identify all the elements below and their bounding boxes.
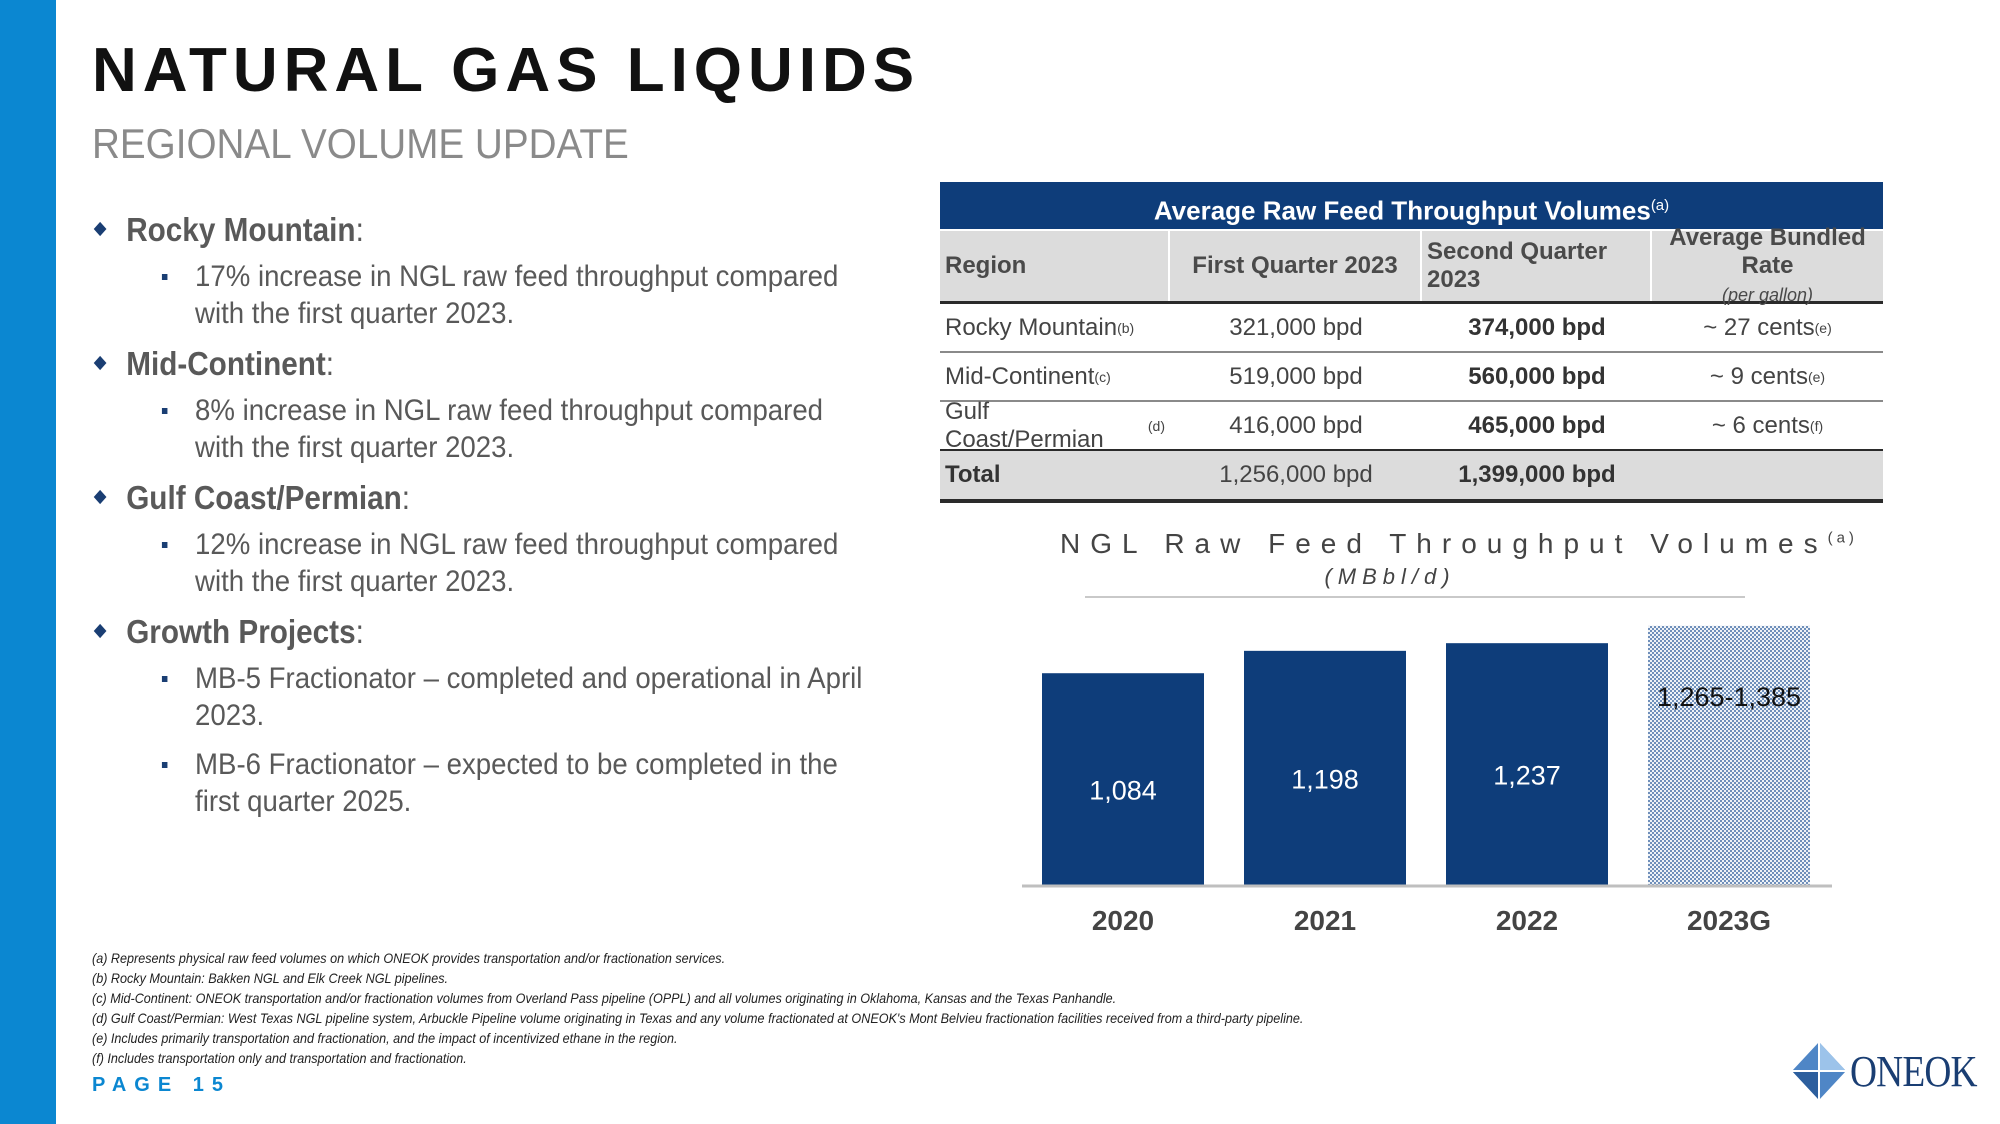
oneok-diamond-logo-icon [1792, 1042, 1846, 1100]
footnote: (c) Mid-Continent: ONEOK transportation … [92, 990, 1117, 1006]
sub-bullet: MB-6 Fractionator – expected to be compl… [92, 746, 876, 820]
chart-subtitle: (MBbl/d) [1324, 564, 1456, 589]
footnotes: (a) Represents physical raw feed volumes… [92, 948, 1438, 1068]
column-header-q1: First Quarter 2023 [1170, 231, 1422, 301]
x-tick-2020: 2020 [1092, 905, 1154, 936]
square-bullet-icon [161, 408, 168, 414]
footnote: (b) Rocky Mountain: Bakken NGL and Elk C… [92, 970, 449, 986]
square-bullet-icon [161, 676, 168, 682]
x-tick-2022: 2022 [1496, 905, 1558, 936]
column-header-region: Region [940, 231, 1170, 301]
x-tick-2021: 2021 [1294, 905, 1356, 936]
table-header-row: Region First Quarter 2023 Second Quarter… [940, 224, 1883, 305]
table-title: Average Raw Feed Throughput Volumes(a) [940, 182, 1883, 231]
bullet-growth-projects: Growth Projects: [92, 612, 776, 652]
bullet-gulf-coast-permian: Gulf Coast/Permian: [92, 478, 776, 518]
throughput-table: Average Raw Feed Throughput Volumes(a) R… [940, 182, 1883, 503]
company-logo-text: ONEOK [1850, 1047, 1977, 1096]
chart-title: NGL Raw Feed Throughput Volumes(a) [1060, 528, 1858, 559]
data-label-2023G: 1,265-1,385 [1657, 682, 1801, 712]
bar-2023G [1648, 625, 1810, 886]
page-number: PAGE 15 [92, 1074, 231, 1096]
square-bullet-icon [161, 762, 168, 768]
footnote: (e) Includes primarily transportation an… [92, 1030, 678, 1046]
column-header-rate: Average Bundled Rate (per gallon) [1669, 224, 1866, 305]
table-row: Gulf Coast/Permian (d) 416,000 bpd 465,00… [945, 397, 1824, 453]
bar-2020 [1042, 673, 1204, 886]
footnote: (f) Includes transportation only and tra… [92, 1050, 467, 1066]
data-label-2020: 1,084 [1089, 776, 1157, 806]
square-bullet-icon [161, 274, 168, 280]
sub-bullet: 8% increase in NGL raw feed throughput c… [92, 392, 876, 466]
diamond-bullet-icon [93, 623, 107, 639]
footnote: (a) Represents physical raw feed volumes… [92, 950, 726, 966]
table-row: Mid-Continent (c) 519,000 bpd 560,000 bpd… [940, 353, 1883, 402]
data-label-2022: 1,237 [1493, 761, 1561, 791]
chart-divider [1085, 596, 1745, 598]
data-label-2021: 1,198 [1291, 764, 1359, 794]
throughput-bar-chart: 1,084 2020 1,198 2021 1,237 2022 1,265-1,385 20… [1022, 625, 1832, 936]
bar-2022 [1446, 643, 1608, 886]
page-subtitle: REGIONAL VOLUME UPDATE [92, 120, 629, 167]
bar-2021 [1244, 650, 1406, 886]
sub-bullet: 17% increase in NGL raw feed throughput … [92, 258, 876, 332]
page-title: NATURAL GAS LIQUIDS [92, 36, 921, 105]
sub-bullet: MB-5 Fractionator – completed and operat… [92, 660, 876, 734]
table-row: Rocky Mountain (b) 321,000 bpd 374,000 bp… [940, 304, 1883, 353]
column-header-q2: Second Quarter 2023 [1422, 231, 1652, 301]
diamond-bullet-icon [93, 489, 107, 505]
diamond-bullet-icon [93, 355, 107, 371]
bullet-rocky-mountain: Rocky Mountain: [92, 210, 776, 250]
footnote: (d) Gulf Coast/Permian: West Texas NGL p… [92, 1010, 1304, 1026]
side-accent-bar [0, 0, 56, 1124]
sub-bullet: 12% increase in NGL raw feed throughput … [92, 526, 876, 600]
diamond-bullet-icon [93, 221, 107, 237]
table-total-row: Total 1,256,000 bpd 1,399,000 bpd [940, 449, 1883, 503]
x-tick-2023G: 2023G [1687, 905, 1771, 936]
bullet-list: Rocky Mountain: 17% increase in NGL raw … [92, 210, 862, 832]
square-bullet-icon [161, 542, 168, 548]
bullet-mid-continent: Mid-Continent: [92, 344, 776, 384]
